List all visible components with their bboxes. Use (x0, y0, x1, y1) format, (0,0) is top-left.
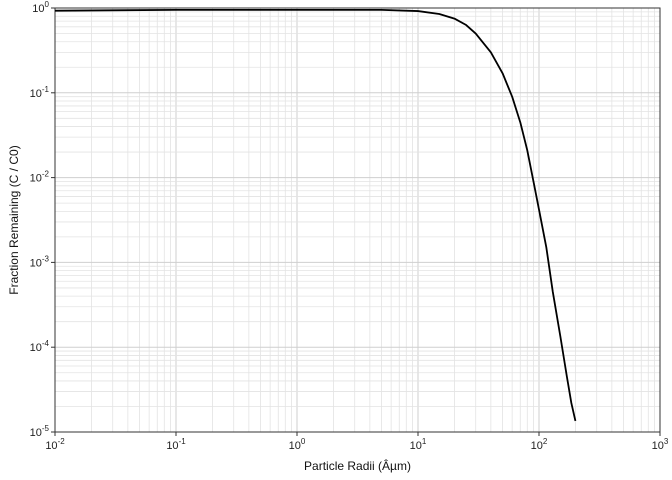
plot-panel-border (54, 7, 661, 433)
y-tick-label: 10-3 (30, 254, 50, 269)
x-tick-exponent: 2 (543, 437, 548, 446)
y-tick-base: 10 (30, 173, 42, 185)
y-axis-title: Fraction Remaining (C / C0) (7, 145, 21, 294)
x-axis: 10-2 10-1 100 101 102 103 (45, 432, 669, 452)
x-tick-exponent: 1 (422, 437, 427, 446)
y-tick-exponent: 0 (45, 0, 50, 9)
x-tick-label: 102 (531, 437, 548, 452)
x-tick-base: 10 (652, 440, 664, 452)
x-tick-label: 103 (652, 437, 669, 452)
x-tick-exponent: 0 (301, 437, 306, 446)
x-tick-base: 10 (45, 440, 57, 452)
x-tick-base: 10 (166, 440, 178, 452)
x-tick-base: 10 (289, 440, 301, 452)
x-tick-exponent: -2 (58, 437, 66, 446)
x-tick-label: 10-2 (45, 437, 65, 452)
y-tick-label: 10-1 (30, 85, 50, 100)
series-line (54, 8, 577, 422)
x-tick-base: 10 (531, 440, 543, 452)
series-layer (54, 8, 577, 422)
x-tick-exponent: 3 (664, 437, 669, 446)
y-tick-exponent: -1 (42, 85, 50, 94)
y-tick-base: 10 (30, 342, 42, 354)
x-tick-label: 100 (289, 437, 306, 452)
y-tick-base: 10 (30, 257, 42, 269)
y-tick-base: 10 (32, 3, 44, 15)
y-tick-exponent: -4 (42, 339, 50, 348)
y-tick-exponent: -3 (42, 254, 50, 263)
y-tick-exponent: -2 (42, 170, 50, 179)
y-tick-label: 10-4 (30, 339, 50, 354)
x-tick-exponent: -1 (179, 437, 187, 446)
y-tick-base: 10 (30, 88, 42, 100)
x-axis-title: Particle Radii (Âµm) (304, 458, 411, 473)
y-tick-base: 10 (30, 427, 42, 439)
y-tick-label: 10-5 (30, 424, 50, 439)
x-tick-label: 101 (410, 437, 427, 452)
y-tick-label: 10-2 (30, 170, 50, 185)
y-tick-exponent: -5 (42, 424, 50, 433)
grid (54, 7, 661, 433)
y-tick-label: 100 (32, 0, 49, 15)
x-tick-label: 10-1 (166, 437, 186, 452)
x-tick-base: 10 (410, 440, 422, 452)
